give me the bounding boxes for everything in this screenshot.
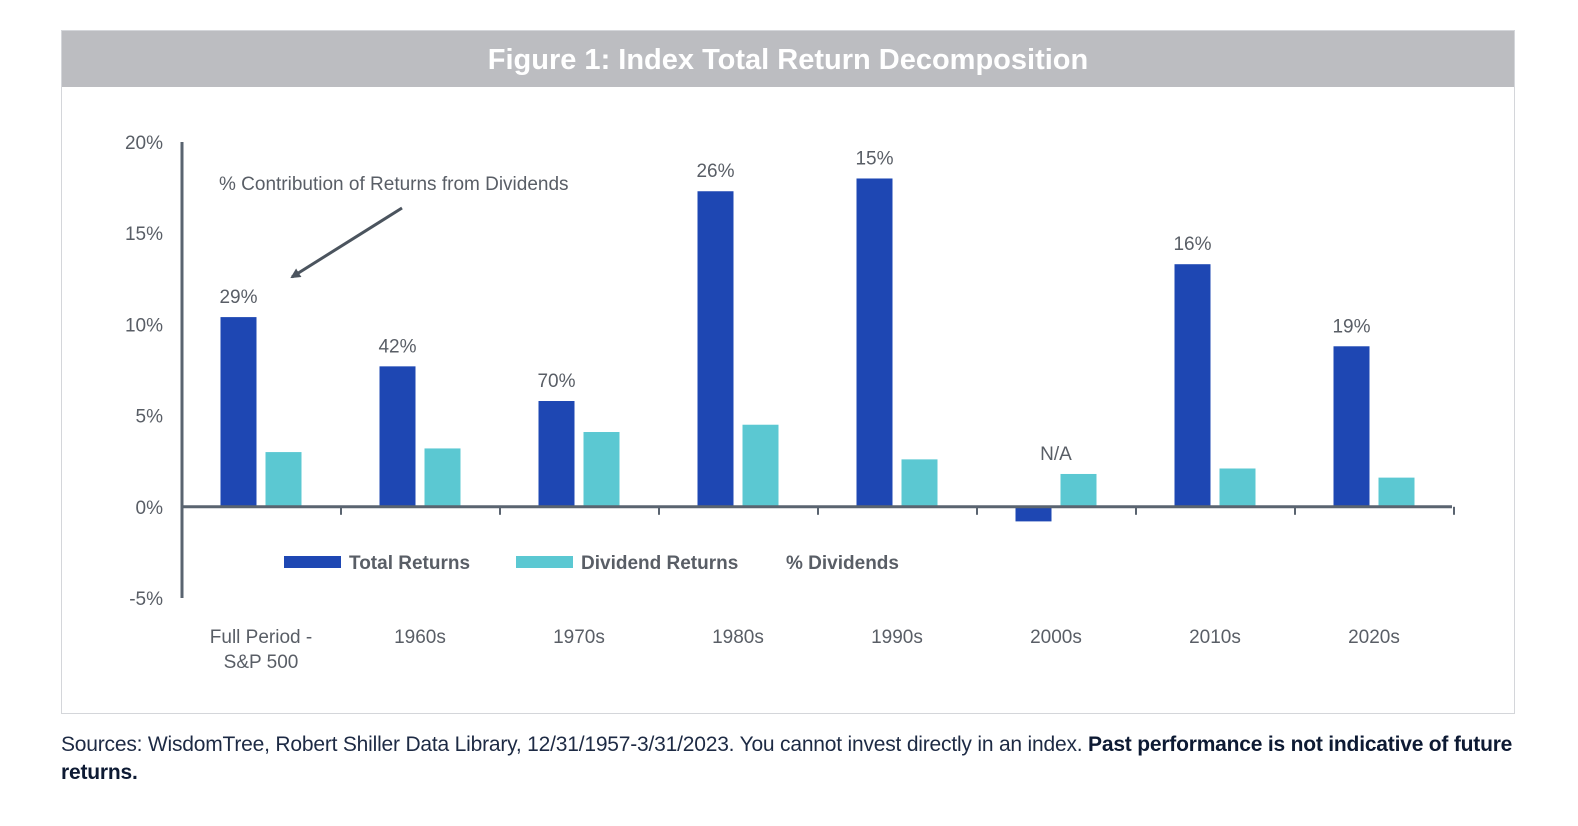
dividend-returns-bar	[583, 432, 620, 507]
x-tick-label: 2010s	[1189, 627, 1241, 648]
footnote-disclaimer: Past performance is not indicative of fu…	[61, 733, 1513, 784]
y-tick-label: 5%	[136, 407, 164, 428]
y-tick-label: 10%	[125, 315, 163, 336]
dividend-returns-bar	[901, 459, 938, 507]
x-tick-label: 1980s	[712, 627, 764, 648]
legend-label-pct-dividends: % Dividends	[786, 553, 899, 574]
x-tick-label: 1960s	[394, 627, 446, 648]
pct-dividends-label: 29%	[219, 287, 257, 308]
annotation-arrow	[290, 206, 403, 279]
y-tick-label: -5%	[129, 589, 163, 610]
legend-swatch-dividend	[516, 556, 573, 568]
pct-dividends-label: 15%	[855, 148, 893, 169]
chart: 20% 15% 10% 5% 0% -5% Full Period - S&P 500 196…	[125, 133, 1455, 673]
x-tick-label: 1990s	[871, 627, 923, 648]
legend-label-total: Total Returns	[349, 553, 470, 574]
dividend-returns-bar	[1378, 477, 1415, 507]
x-tick-label: 2020s	[1348, 627, 1400, 648]
total-returns-bar	[856, 178, 893, 507]
total-returns-bar	[220, 317, 257, 507]
total-returns-bar	[697, 191, 734, 507]
x-tick-label: 1970s	[553, 627, 605, 648]
dividend-returns-bar	[265, 452, 302, 507]
total-returns-bar	[1333, 346, 1370, 507]
y-tick-label: 15%	[125, 224, 163, 245]
pct-dividends-label: 16%	[1173, 234, 1211, 255]
dividend-returns-bar	[742, 424, 779, 507]
x-tick-label: 2000s	[1030, 627, 1082, 648]
dividend-returns-bar	[1219, 468, 1256, 507]
y-tick-label: 20%	[125, 133, 163, 154]
total-returns-bar	[379, 366, 416, 507]
pct-dividends-label: 70%	[537, 371, 575, 392]
footnote: Sources: WisdomTree, Robert Shiller Data…	[61, 731, 1531, 787]
legend-label-dividend: Dividend Returns	[581, 553, 738, 574]
annotation-text: % Contribution of Returns from Dividends	[219, 174, 569, 195]
total-returns-bar	[538, 401, 575, 507]
figure-frame: Figure 1: Index Total Return Decompositi…	[61, 30, 1515, 714]
pct-dividends-label: 19%	[1332, 316, 1370, 337]
pct-dividends-label: 42%	[378, 336, 416, 357]
pct-dividends-label: 26%	[696, 161, 734, 182]
y-tick-label: 0%	[136, 498, 164, 519]
dividend-returns-bar	[424, 448, 461, 507]
footnote-sources: Sources: WisdomTree, Robert Shiller Data…	[61, 733, 1083, 756]
dividend-returns-bar	[1060, 473, 1097, 507]
pct-dividends-label: N/A	[1040, 444, 1072, 465]
x-tick-label: S&P 500	[224, 652, 299, 673]
figure-title: Figure 1: Index Total Return Decompositi…	[62, 31, 1514, 87]
total-returns-bar	[1174, 264, 1211, 507]
legend-swatch-total	[284, 556, 341, 568]
total-returns-bar	[1015, 506, 1052, 522]
x-tick-label: Full Period -	[210, 627, 312, 648]
